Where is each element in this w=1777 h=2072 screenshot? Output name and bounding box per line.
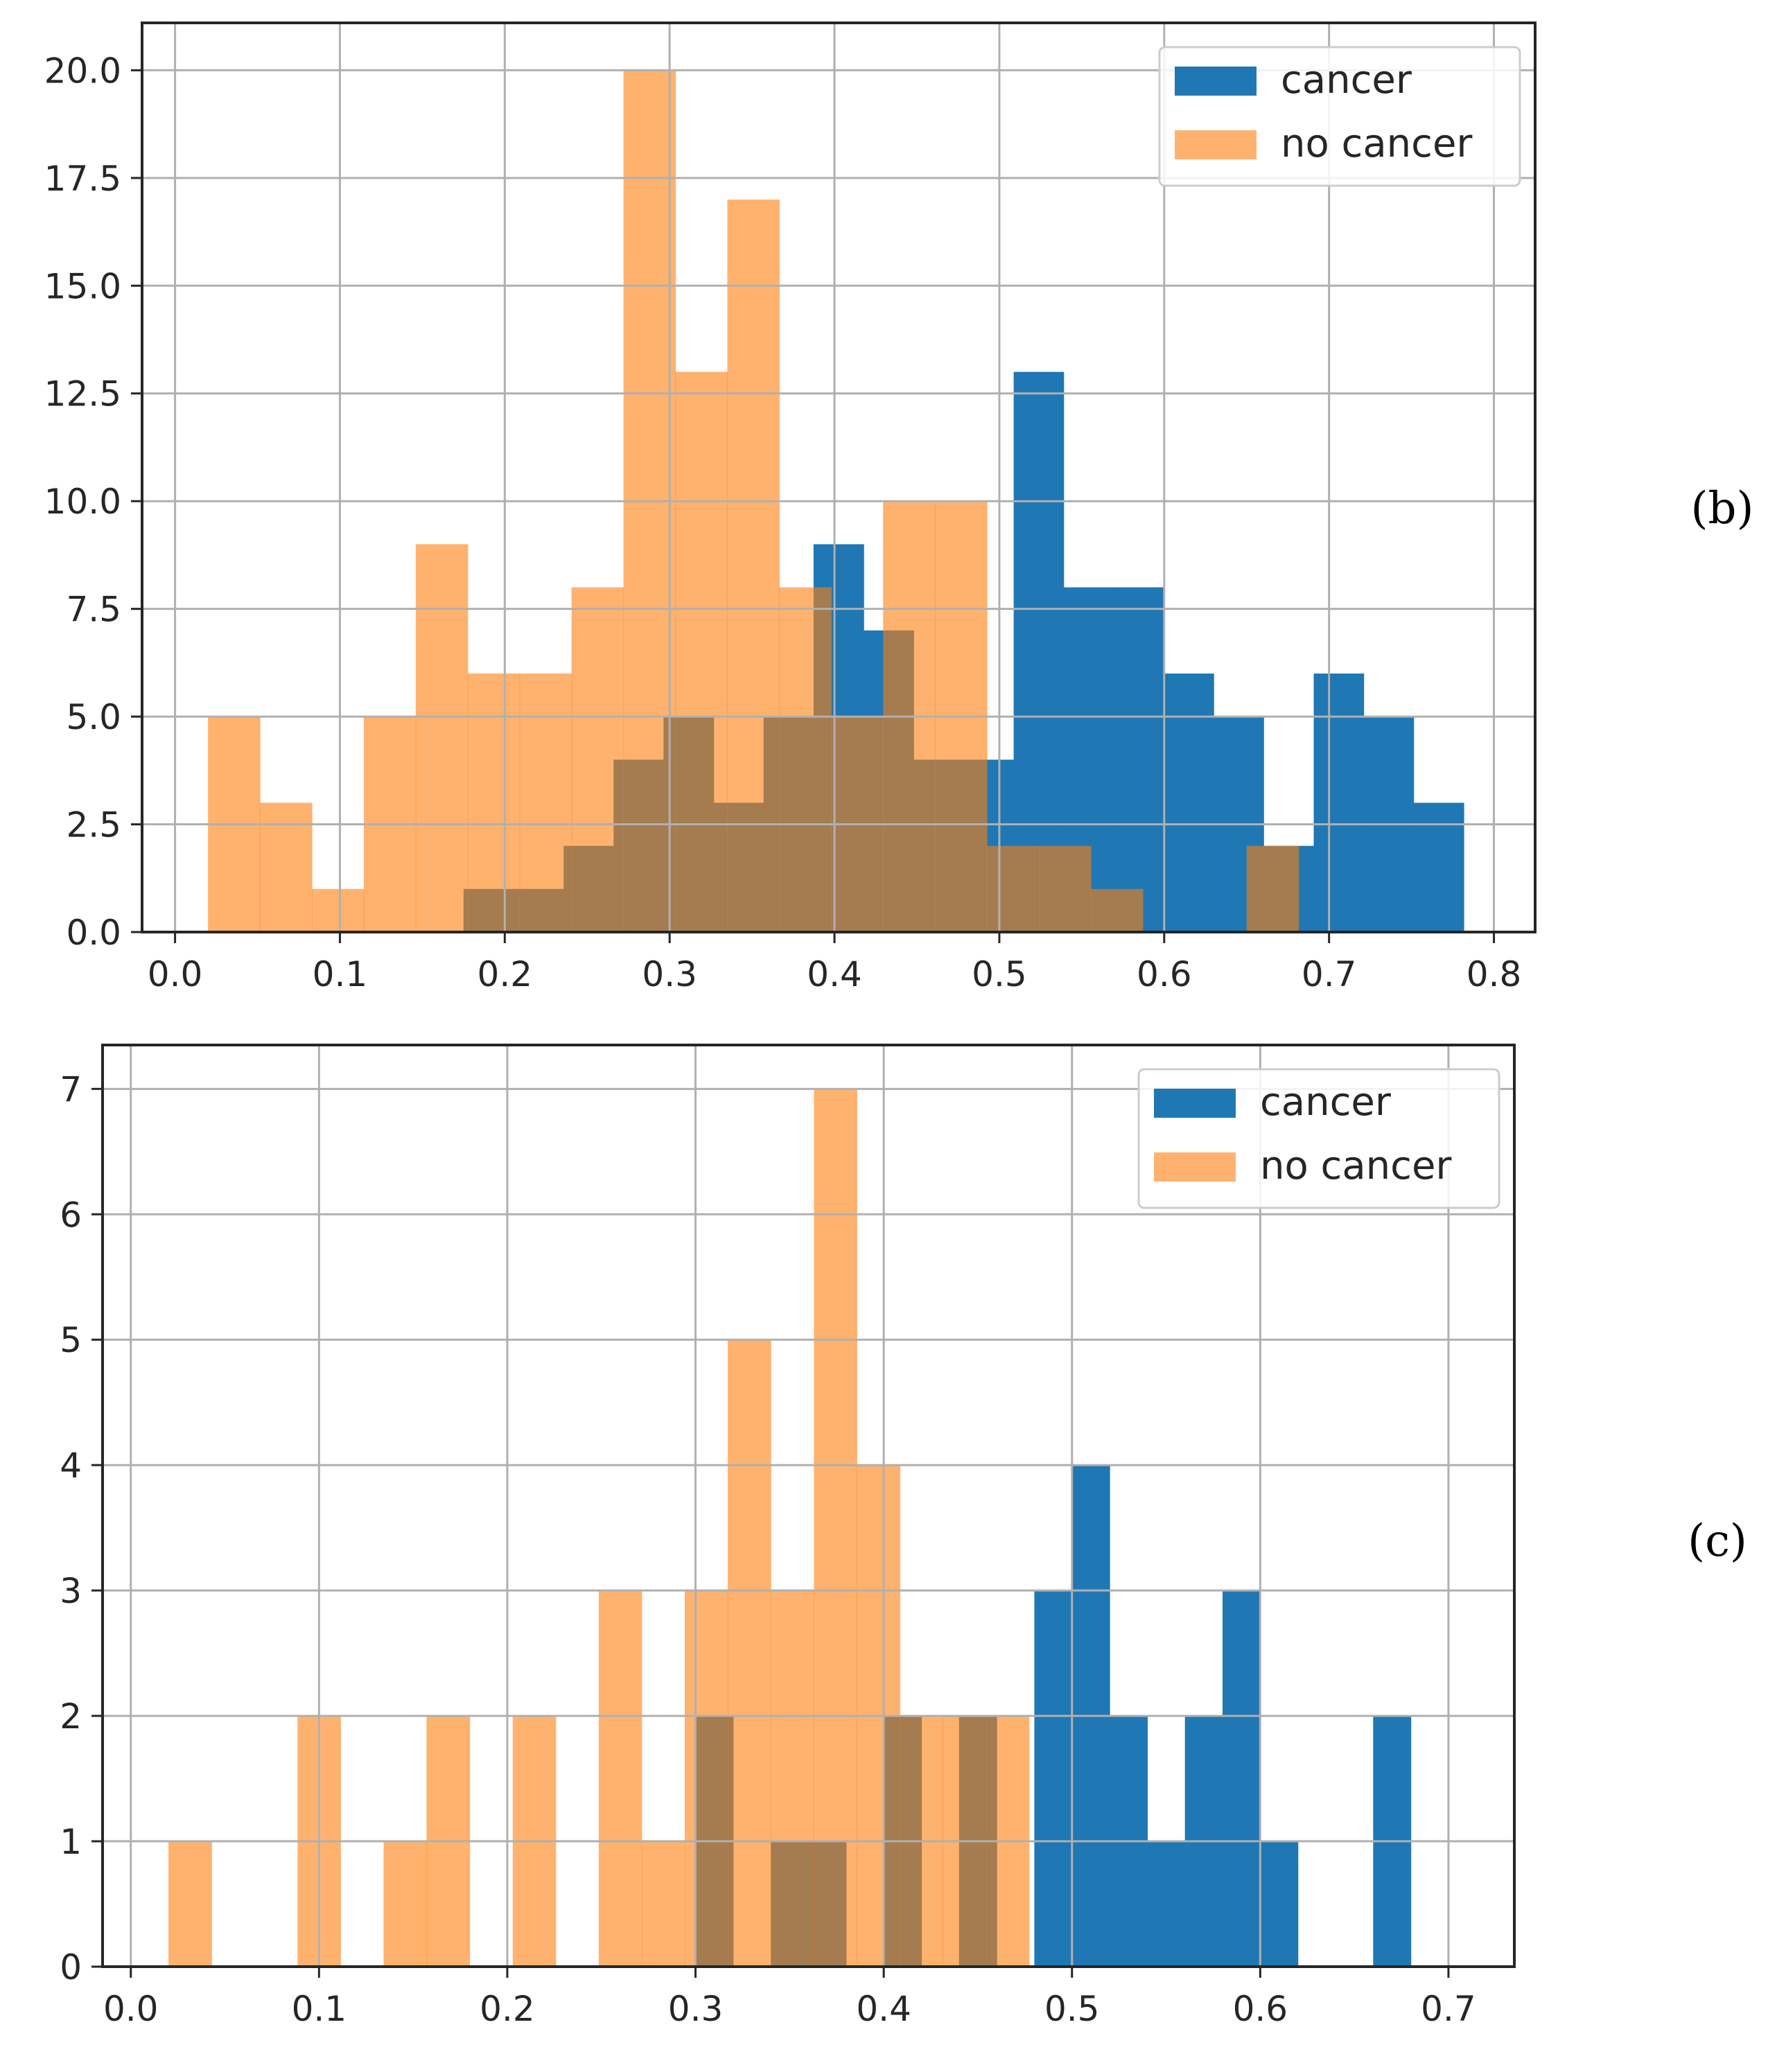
bar <box>779 587 832 932</box>
x-tick-label: 0.5 <box>1044 1989 1100 2029</box>
x-tick-label: 0.6 <box>1233 1989 1288 2029</box>
x-tick-label: 0.4 <box>807 954 862 994</box>
bar <box>312 888 365 932</box>
x-tick-label: 0.5 <box>972 954 1027 994</box>
x-tick-label: 0.7 <box>1421 1989 1476 2029</box>
legend-swatch-cancer <box>1175 67 1257 96</box>
x-tick-label: 0.3 <box>668 1989 724 2029</box>
legend-label-cancer: cancer <box>1260 1080 1392 1125</box>
bar <box>1113 587 1164 932</box>
y-tick-label: 5 <box>60 1320 82 1360</box>
x-tick-label: 0.7 <box>1302 954 1357 994</box>
y-tick-label: 17.5 <box>44 159 121 199</box>
y-tick-label: 7 <box>60 1069 82 1109</box>
y-tick-label: 12.5 <box>44 374 121 414</box>
bar <box>1013 371 1065 932</box>
bar <box>571 587 624 932</box>
x-tick-label: 0.2 <box>478 954 533 994</box>
bar <box>1413 802 1464 932</box>
legend: cancer no cancer <box>1137 1068 1500 1209</box>
bar <box>519 673 572 932</box>
legend-swatch-cancer <box>1154 1089 1236 1118</box>
y-tick-label: 0.0 <box>66 913 121 953</box>
bar <box>727 199 780 933</box>
x-tick-label: 0.6 <box>1137 954 1192 994</box>
y-tick-label: 2 <box>60 1696 82 1737</box>
bar <box>598 1590 642 1967</box>
bar <box>1147 1841 1186 1967</box>
y-tick-label: 7.5 <box>66 590 121 630</box>
legend-swatch-no-cancer <box>1175 130 1257 159</box>
bar <box>1034 1590 1073 1967</box>
bar <box>1223 1590 1261 1967</box>
y-tick-label: 20.0 <box>44 51 121 91</box>
legend-label-cancer: cancer <box>1281 58 1412 103</box>
bar <box>814 1089 857 1967</box>
legend-swatch-no-cancer <box>1154 1152 1236 1182</box>
legend-label-no-cancer: no cancer <box>1281 121 1473 166</box>
bar <box>1246 845 1299 932</box>
y-tick-label: 3 <box>60 1571 82 1611</box>
y-tick-label: 1 <box>60 1822 82 1862</box>
x-tick-label: 0.0 <box>148 954 203 994</box>
chart-panel-c: 0.0 0.1 0.2 0.3 0.4 0.5 0.6 0.7 0 1 2 3 4 5 6 7 cancer no… <box>60 1044 1747 2029</box>
bar <box>1313 673 1365 932</box>
x-tick-label: 0.8 <box>1467 954 1522 994</box>
bar <box>1260 1841 1299 1967</box>
y-tick-label: 10.0 <box>44 482 121 522</box>
x-tick-label: 0.1 <box>292 1989 347 2029</box>
axes-frame <box>101 1044 1516 1968</box>
y-tick-label: 15.0 <box>44 266 121 306</box>
bar <box>641 1841 685 1967</box>
y-tick-label: 5.0 <box>66 697 121 737</box>
panel-label: (b) <box>1691 483 1754 534</box>
x-tick-label: 0.2 <box>480 1989 535 2029</box>
bar <box>383 1841 428 1967</box>
y-tick-label: 6 <box>60 1195 82 1235</box>
axes-frame <box>141 21 1537 933</box>
bar <box>771 1590 814 1967</box>
legend-label-no-cancer: no cancer <box>1260 1143 1452 1188</box>
bar <box>467 673 520 932</box>
bar <box>987 845 1040 932</box>
bar <box>260 802 313 932</box>
y-tick-label: 0 <box>60 1947 82 1987</box>
bar <box>727 1340 771 1967</box>
y-tick-label: 4 <box>60 1446 82 1486</box>
legend: cancer no cancer <box>1158 46 1521 187</box>
bar <box>1039 845 1092 932</box>
x-tick-label: 0.1 <box>313 954 368 994</box>
chart-panel-b: 0.0 0.1 0.2 0.3 0.4 0.5 0.6 0.7 0.8 0.0 2.5 5.0 7.5 1… <box>44 21 1754 994</box>
bar <box>168 1841 212 1967</box>
bar <box>1164 673 1214 932</box>
bar <box>1090 888 1144 932</box>
y-tick-label: 2.5 <box>66 805 121 845</box>
bar <box>415 544 469 932</box>
x-tick-label: 0.3 <box>642 954 697 994</box>
x-tick-label: 0.0 <box>103 1989 159 2029</box>
bar <box>675 371 728 932</box>
panel-label: (c) <box>1688 1516 1747 1567</box>
x-tick-label: 0.4 <box>856 1989 911 2029</box>
bar <box>685 1590 728 1967</box>
